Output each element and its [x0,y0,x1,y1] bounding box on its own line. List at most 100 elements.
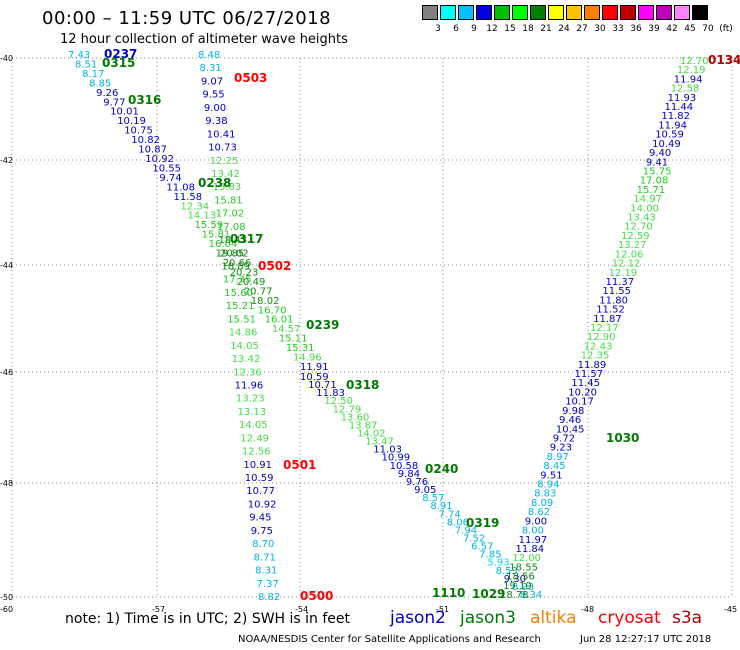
swh-value: 11.94 [674,74,703,85]
swh-value: 12.59 [621,231,650,242]
swh-value: 8.82 [258,592,280,603]
lat-tick-label: -40 [0,54,13,63]
swh-value: 12.19 [609,268,638,279]
swh-value: 9.84 [398,469,420,480]
swh-value: 9.23 [550,443,572,454]
colorbar-label: 42 [666,24,678,34]
swh-value: 14.05 [239,420,268,431]
swh-value: 9.41 [646,157,668,168]
swh-value: 9.05 [414,485,436,496]
swh-value: 7.85 [479,550,501,561]
lon-tick-label: -57 [152,605,165,614]
colorbar-swatch [602,5,618,20]
swh-value: 13.42 [232,354,261,365]
colorbar-label: 15 [504,24,516,34]
swh-value: 9.72 [553,434,575,445]
swh-value: 8.31 [200,63,222,74]
colorbar-label: 9 [471,24,477,34]
swh-value: 11.93 [668,93,697,104]
swh-value: 20.23 [230,268,259,279]
swh-value: 18.89 [221,262,250,273]
swh-value: 10.92 [145,154,174,165]
swh-value: 12.50 [324,396,353,407]
swh-value: 11.44 [665,102,694,113]
swh-value: 19.19 [503,581,532,592]
colorbar-swatch [530,5,546,20]
swh-value: 15.81 [202,230,231,241]
credit-line: NOAA/NESDIS Center for Satellite Applica… [238,634,541,645]
pass-time-label: 0239 [306,318,339,332]
swh-value: 10.19 [117,116,146,127]
swh-value: 12.17 [590,323,619,334]
pass-time-label: 0238 [198,176,231,190]
swh-value: 7.37 [257,579,279,590]
pass-time-label: 0500 [300,589,333,603]
swh-value: 20.77 [244,286,273,297]
lat-tick-label: -42 [0,156,13,165]
swh-value: 20.49 [237,277,266,288]
swh-value: 16.01 [265,315,294,326]
pass-time-label: 0503 [234,71,267,85]
colorbar-label: 3 [435,24,441,34]
swh-value: 12.70 [680,56,709,67]
swh-value: 8.71 [254,552,276,563]
colorbar-swatch [692,5,708,20]
pass-time-label: 1030 [606,431,639,445]
swh-value: 10.17 [565,397,594,408]
swh-value: 13.42 [211,169,240,180]
pass-time-label: 0502 [258,259,291,273]
swh-value: 13.27 [618,240,647,251]
pass-time-label: 1029 [472,587,505,601]
pass-time-label: 0134 [708,53,740,67]
swh-value: 9.38 [205,116,227,127]
colorbar-swatch [566,5,582,20]
lat-tick-label: -44 [0,261,13,270]
swh-value: 12.36 [233,367,262,378]
swh-value: 14.57 [272,324,301,335]
legend-item-cryosat: cryosat [598,608,661,628]
swh-value: 10.71 [308,380,337,391]
swh-value: 10.82 [131,135,160,146]
colorbar-swatch [476,5,492,20]
swh-value: 8.34 [520,590,542,601]
swh-value: 8.93 [512,582,534,593]
swh-value: 20.66 [223,258,252,269]
swh-value: 10.20 [568,387,597,398]
swh-value: 15.21 [226,301,255,312]
corner-tick-label: -60 [0,605,13,614]
swh-value: 15.51 [227,314,256,325]
swh-value: 8.31 [255,566,277,577]
colorbar-swatch [422,5,438,20]
pass-time-label: 0315 [102,56,135,70]
colorbar-swatch [638,5,654,20]
swh-value: 7.94 [455,525,477,536]
swh-value: 11.96 [235,381,264,392]
page-title: 00:00 – 11:59 UTC 06/27/2018 [42,8,332,29]
swh-value: 10.45 [556,424,585,435]
swh-value: 11.89 [578,360,607,371]
pass-time-label: 0501 [283,458,316,472]
swh-value: 9.45 [249,513,271,524]
swh-value: 11.91 [300,362,329,373]
swh-value: 10.77 [246,486,275,497]
swh-value: 9.00 [204,103,226,114]
swh-value: 17.35 [223,275,252,286]
swh-value: 17.08 [217,222,246,233]
swh-value: 15.60 [224,288,253,299]
swh-value: 10.49 [652,139,681,150]
swh-value: 8.94 [537,480,559,491]
swh-value: 9.00 [525,516,547,527]
colorbar-label: 12 [486,24,498,34]
colorbar-label: 27 [576,24,588,34]
swh-value: 7.74 [439,509,461,520]
pass-time-label: 0237 [104,47,137,61]
swh-value: 11.87 [593,314,622,325]
swh-value: 15.71 [637,185,666,196]
swh-value: 8.45 [543,461,565,472]
swh-value: 11.03 [373,445,402,456]
swh-value: 11.52 [596,305,625,316]
swh-value: 9.30 [504,574,526,585]
swh-value: 11.08 [166,182,195,193]
colorbar-label: 39 [648,24,660,34]
